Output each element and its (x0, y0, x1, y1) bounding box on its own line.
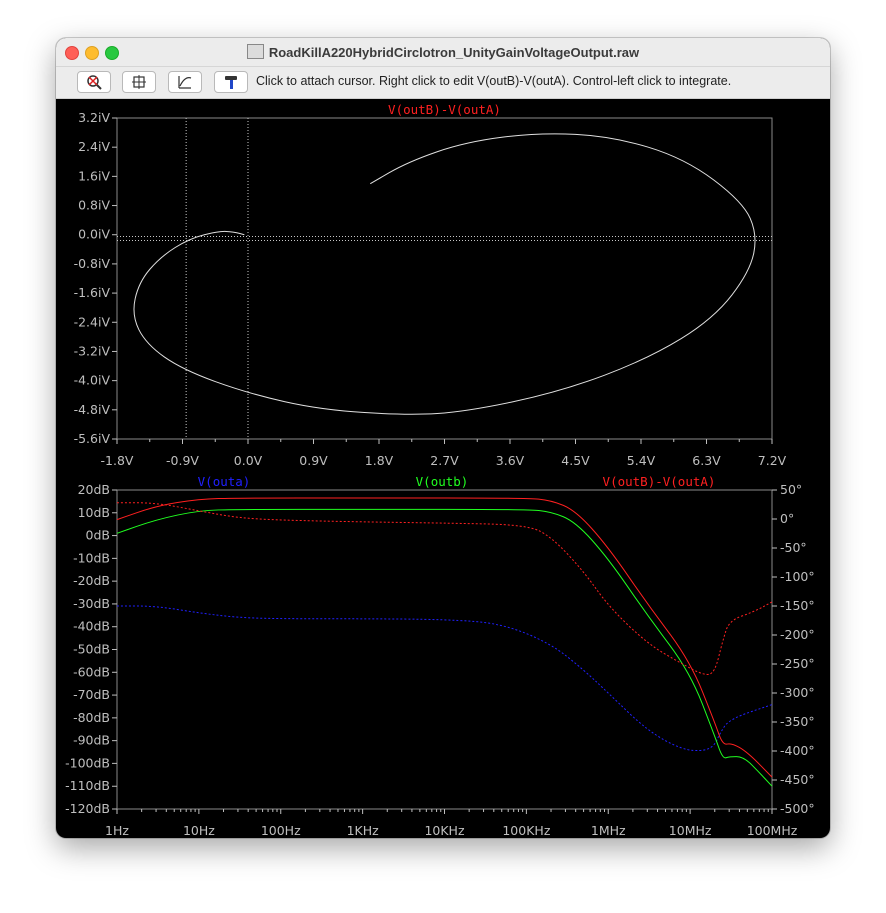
phase-tick-label: -250° (780, 656, 815, 671)
db-tick-label: 20dB (78, 482, 110, 497)
db-tick-label: 0dB (86, 528, 110, 543)
phase-tick-label: 0° (780, 511, 794, 526)
db-tick-label: -40dB (73, 619, 110, 634)
y-tick-label: 0.0iV (78, 227, 110, 242)
x-tick-label: 7.2V (758, 453, 787, 468)
probe-icon (225, 76, 237, 89)
phase-trace (116, 502, 773, 675)
y-tick-label: 2.4iV (78, 139, 110, 154)
phase-tick-label: -100° (780, 569, 815, 584)
zoom-out-button[interactable] (77, 71, 111, 93)
autorange-button[interactable] (122, 71, 156, 93)
close-button[interactable] (65, 46, 79, 60)
phase-tick-label: 50° (780, 482, 802, 497)
db-tick-label: 10dB (78, 505, 110, 520)
x-tick-label: 3.6V (496, 453, 525, 468)
measure-button[interactable] (168, 71, 202, 93)
freq-tick-label: 10KHz (424, 823, 465, 838)
db-tick-label: -110dB (65, 778, 110, 793)
db-tick-label: -50dB (73, 642, 110, 657)
phase-trace (117, 605, 773, 752)
phase-tick-label: -150° (780, 598, 815, 613)
phase-tick-label: -400° (780, 743, 815, 758)
probe-button[interactable] (214, 71, 248, 93)
db-tick-label: -60dB (73, 664, 110, 679)
x-tick-label: 0.9V (299, 453, 328, 468)
phase-tick-label: -450° (780, 772, 815, 787)
freq-tick-label: 1Hz (105, 823, 129, 838)
db-tick-label: -30dB (73, 596, 110, 611)
freq-tick-label: 10Hz (183, 823, 215, 838)
zoom-out-icon (87, 75, 102, 90)
nyquist-trace (133, 133, 756, 415)
y-tick-label: 0.8iV (78, 198, 110, 213)
x-tick-label: 1.8V (365, 453, 394, 468)
trace-title-label: V(outb) (416, 474, 469, 489)
trace-title-label: V(outB)-V(outA) (603, 474, 716, 489)
x-tick-label: -0.9V (166, 453, 199, 468)
y-tick-label: -4.0iV (74, 373, 111, 388)
zoom-button[interactable] (105, 46, 119, 60)
status-hint: Click to attach cursor. Right click to e… (256, 74, 732, 88)
x-tick-label: 2.7V (430, 453, 459, 468)
y-tick-label: -1.6iV (74, 285, 111, 300)
bottom-chart[interactable]: 1Hz 10Hz 100Hz 1KHz 10KHz 100KHz 1MHz 10MHz 100M… (65, 474, 815, 838)
magnitude-trace (116, 508, 773, 787)
measure-icon (178, 76, 192, 89)
db-tick-label: -20dB (73, 573, 110, 588)
freq-tick-label: 100KHz (502, 823, 550, 838)
minimize-button[interactable] (85, 46, 99, 60)
freq-tick-label: 100MHz (747, 823, 798, 838)
phase-tick-label: -300° (780, 685, 815, 700)
freq-tick-label: 1KHz (347, 823, 380, 838)
y-tick-label: 3.2iV (78, 110, 110, 125)
x-tick-label: 6.3V (692, 453, 721, 468)
x-tick-label: 5.4V (627, 453, 656, 468)
y-tick-label: -2.4iV (74, 314, 111, 329)
plot-area[interactable]: -1.8V -0.9V 0.0V 0.9V 1.8V 2.7V 3.6V 4.5V 5.4V 6.… (56, 38, 830, 838)
freq-tick-label: 1MHz (591, 823, 626, 838)
y-tick-label: -0.8iV (74, 256, 111, 271)
autorange-icon (132, 75, 146, 89)
y-tick-label: -4.8iV (74, 402, 111, 417)
y-tick-label: -3.2iV (74, 343, 111, 358)
waveform-file-icon (246, 44, 264, 59)
x-tick-label: -1.8V (101, 453, 134, 468)
freq-tick-label: 100Hz (261, 823, 301, 838)
trace-title-label: V(outa) (198, 474, 251, 489)
db-tick-label: -70dB (73, 687, 110, 702)
top-chart-title: V(outB)-V(outA) (388, 102, 501, 117)
db-tick-label: -80dB (73, 710, 110, 725)
toolbar: Click to attach cursor. Right click to e… (56, 67, 830, 99)
phase-tick-label: -50° (780, 540, 807, 555)
phase-tick-label: -350° (780, 714, 815, 729)
plot-window: RoadKillA220HybridCirclotron_UnityGainVo… (56, 38, 830, 838)
db-tick-label: -90dB (73, 733, 110, 748)
db-tick-label: -120dB (65, 801, 110, 816)
x-tick-label: 0.0V (234, 453, 263, 468)
magnitude-trace (116, 497, 773, 778)
phase-tick-label: -500° (780, 801, 815, 816)
freq-tick-label: 10MHz (669, 823, 712, 838)
window-title-text: RoadKillA220HybridCirclotron_UnityGainVo… (268, 45, 640, 60)
db-tick-label: -100dB (65, 755, 110, 770)
window-title: RoadKillA220HybridCirclotron_UnityGainVo… (56, 44, 830, 60)
y-tick-label: -5.6iV (74, 431, 111, 446)
top-chart[interactable]: -1.8V -0.9V 0.0V 0.9V 1.8V 2.7V 3.6V 4.5V 5.4V 6.… (74, 102, 787, 468)
x-tick-label: 4.5V (561, 453, 590, 468)
title-bar[interactable]: RoadKillA220HybridCirclotron_UnityGainVo… (56, 38, 830, 67)
bottom-plot-frame (116, 489, 773, 810)
top-plot-frame (116, 117, 773, 440)
y-tick-label: 1.6iV (78, 168, 110, 183)
db-tick-label: -10dB (73, 550, 110, 565)
phase-tick-label: -200° (780, 627, 815, 642)
